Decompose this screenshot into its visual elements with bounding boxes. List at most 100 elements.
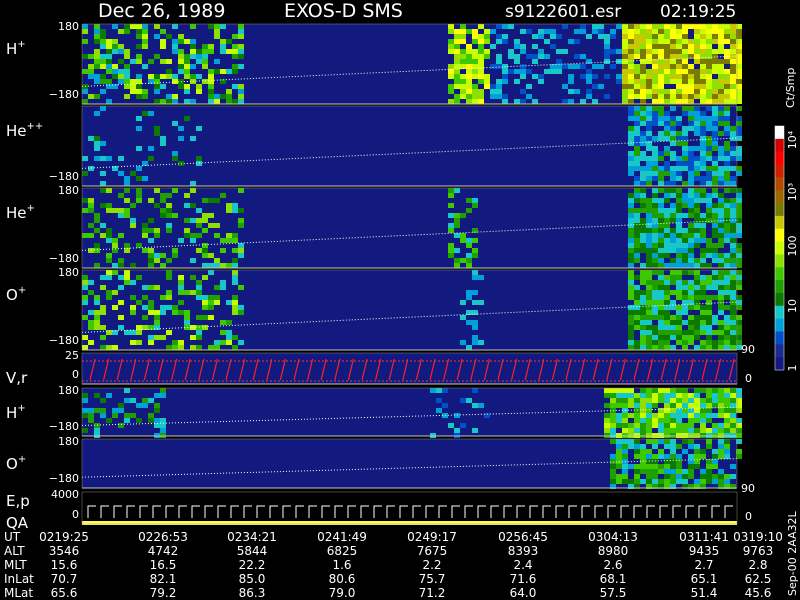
ephem-cell: 0256:45: [498, 530, 548, 544]
ephem-cell: 3546: [49, 544, 80, 558]
pitch-trace: [81, 219, 738, 251]
energy-step-trace: [87, 505, 733, 518]
colorbar-swatch: [775, 177, 784, 191]
panel-label: He+: [6, 203, 35, 222]
y-bottom-tick: −180: [49, 88, 79, 101]
y-top-tick: 180: [58, 266, 79, 279]
ephem-cell: 7675: [417, 544, 448, 558]
colorbar-tick: 1: [786, 365, 799, 372]
ephem-cell: 0319:10: [733, 530, 783, 544]
colorbar-tick: 10: [786, 299, 799, 313]
colorbar-swatch: [775, 357, 784, 371]
ephem-cell: 9435: [689, 544, 720, 558]
panel-4: O+ 180 −180: [6, 266, 742, 351]
colorbar-unit: Ct/Smp: [784, 68, 797, 108]
ephem-cell: 75.7: [419, 572, 446, 586]
pitch-trace: [81, 137, 738, 169]
ephem-cell: 0249:17: [407, 530, 457, 544]
y-top-tick: 180: [58, 184, 79, 197]
y-top-tick: 180: [58, 20, 79, 33]
ephem-row-name: UT: [4, 530, 21, 544]
panel-label: H+: [6, 39, 26, 58]
ephem-cell: 5844: [237, 544, 268, 558]
y-top-tick: 25: [65, 349, 79, 362]
footer-code: Sep-00 2AA32L: [786, 510, 799, 596]
panel-5: V,r 25 0 90 0: [6, 343, 755, 387]
pitch-trace: [81, 55, 738, 87]
ephem-cell: 45.6: [745, 586, 772, 600]
ephem-cell: 65.1: [691, 572, 718, 586]
ephem-cell: 2.2: [422, 558, 441, 572]
colorbar-tick: 100: [786, 236, 799, 257]
ephem-cell: 15.6: [51, 558, 78, 572]
colorbar-swatch: [775, 267, 784, 281]
qa-bar: [82, 521, 737, 525]
colorbar-tick: 10⁴: [786, 130, 799, 149]
y-bottom-tick: 0: [72, 368, 79, 381]
ephem-cell: 4742: [148, 544, 179, 558]
ephem-cell: 0304:13: [588, 530, 638, 544]
y-bottom-tick: −180: [49, 252, 79, 265]
ephem-cell: 79.2: [150, 586, 177, 600]
y-right-tick: 90: [741, 482, 755, 495]
header-instrument: EXOS-D SMS: [284, 0, 403, 22]
y-top-tick: 180: [58, 384, 79, 397]
ephem-cell: 51.4: [691, 586, 718, 600]
panel-label-2: QA: [6, 514, 29, 532]
panel-label: He++: [6, 121, 43, 140]
panel-7: O+ 180 −180 90: [6, 435, 755, 495]
ephem-cell: 16.5: [150, 558, 177, 572]
y-bottom-tick: −180: [49, 170, 79, 183]
ephem-row-name: MLT: [4, 558, 27, 572]
ephemeris-table: UT 0219:25 0226:53 0234:21 0241:49 0249:17 025…: [4, 530, 783, 600]
colorbar-swatch: [775, 280, 784, 294]
ephem-cell: 0311:41: [679, 530, 729, 544]
velocity-trace: [89, 358, 735, 381]
ephem-cell: 9763: [743, 544, 774, 558]
panel-2: He++ −180: [6, 105, 742, 187]
ephem-cell: 70.7: [51, 572, 78, 586]
ephem-cell: 71.2: [419, 586, 446, 600]
y-top-tick: 180: [58, 435, 79, 448]
ephem-row-name: InLat: [4, 572, 34, 586]
ephem-cell: 85.0: [239, 572, 266, 586]
colorbar-swatch: [775, 126, 784, 140]
colorbar-swatch: [775, 190, 784, 204]
ephem-cell: 62.5: [745, 572, 772, 586]
ephem-cell: 65.6: [51, 586, 78, 600]
panel-label: O+: [6, 454, 26, 473]
ephem-cell: 82.1: [150, 572, 177, 586]
y-bottom-tick: −180: [49, 334, 79, 347]
header-file: s9122601.esr: [505, 2, 621, 22]
ephem-cell: 6825: [327, 544, 358, 558]
colorbar-swatch: [775, 151, 784, 166]
colorbar-tick: 10³: [786, 183, 799, 201]
y-bottom-tick: −180: [49, 472, 79, 485]
panel-1: H+ 180 −180: [6, 20, 742, 105]
colorbar-swatch: [775, 228, 784, 243]
ephem-cell: 1.6: [332, 558, 351, 572]
panel-label: O+: [6, 285, 26, 304]
ephem-cell: 64.0: [510, 586, 537, 600]
ephem-cell: 0234:21: [227, 530, 277, 544]
panels: H+180−180He++−180He+180−180O+180−180V,r2…: [6, 20, 755, 532]
ephem-cell: 68.1: [600, 572, 627, 586]
ephem-row-name: ALT: [4, 544, 25, 558]
colorbar-swatch: [775, 331, 784, 345]
ephem-cell: 2.7: [694, 558, 713, 572]
panel-label: E,p: [6, 492, 30, 510]
colorbar-swatch: [775, 318, 784, 332]
ephem-cell: 2.6: [603, 558, 622, 572]
header-time: 02:19:25: [660, 2, 736, 22]
y-top-tick: 4000: [51, 488, 79, 501]
pitch-trace: [81, 406, 738, 426]
pitch-trace: [81, 458, 738, 478]
panel-3: He+ 180 −180: [6, 184, 742, 269]
ephem-cell: 0226:53: [138, 530, 188, 544]
panel-8: E,p QA 4000 0 0: [6, 488, 752, 532]
colorbar-swatch: [775, 215, 784, 230]
ephem-row-name: MLat: [4, 586, 33, 600]
colorbar-swatch: [775, 138, 784, 153]
colorbar-swatch: [775, 344, 784, 358]
